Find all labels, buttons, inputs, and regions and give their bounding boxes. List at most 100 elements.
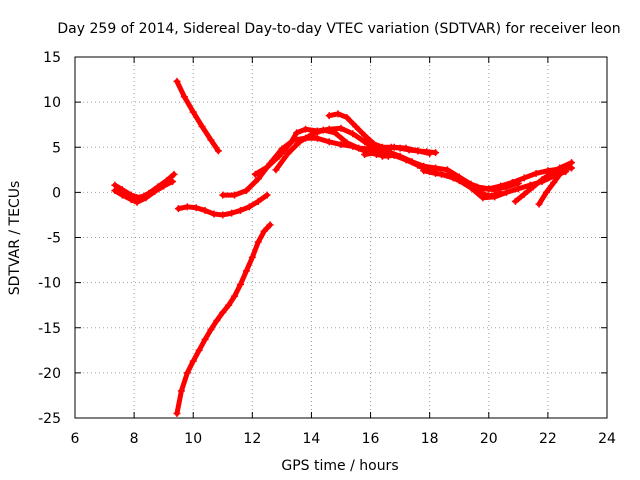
data-point xyxy=(334,110,342,118)
y-tick-label: -20 xyxy=(38,366,61,382)
data-point xyxy=(251,170,259,178)
y-tick-label: -25 xyxy=(38,411,61,427)
x-tick-label: 8 xyxy=(130,431,139,447)
x-tick-label: 20 xyxy=(480,431,498,447)
series-trace xyxy=(536,170,564,207)
data-point xyxy=(242,267,250,275)
data-point xyxy=(242,187,250,195)
data-point xyxy=(390,151,398,159)
data-point xyxy=(325,138,333,146)
data-point xyxy=(337,124,345,132)
data-point xyxy=(225,301,233,309)
series-trace xyxy=(112,179,176,205)
data-point xyxy=(127,196,135,204)
series-arc-2-left-lower xyxy=(111,178,177,206)
y-tick-label: 15 xyxy=(43,50,61,66)
data-point xyxy=(118,191,126,199)
data-point xyxy=(556,164,564,172)
axis-ticks: 6 8 10 12 14 16 18 20 22 24 -25 -20 -15 -10 -5 0 5 10 15 xyxy=(38,50,616,447)
data-point xyxy=(402,156,410,164)
data-point xyxy=(219,211,227,219)
data-point xyxy=(237,206,245,214)
y-tick-label: -15 xyxy=(38,321,61,337)
y-tick-label: -5 xyxy=(47,231,61,247)
data-point xyxy=(248,253,256,261)
data-point xyxy=(231,191,239,199)
data-point xyxy=(213,317,221,325)
data-point xyxy=(173,77,181,85)
data-point xyxy=(198,122,206,130)
x-axis-label: GPS time / hours xyxy=(281,458,398,474)
data-point xyxy=(361,150,369,158)
data-point xyxy=(183,369,191,377)
data-point xyxy=(272,166,280,174)
series-arc-14-rising-end xyxy=(511,159,576,205)
data-point xyxy=(343,139,351,147)
data-point xyxy=(307,131,315,139)
data-point xyxy=(254,175,262,183)
data-point xyxy=(557,169,565,177)
series-trace xyxy=(112,171,177,201)
series-arc-3-descending xyxy=(173,77,222,155)
data-point xyxy=(284,150,292,158)
data-point xyxy=(343,113,351,121)
data-point xyxy=(361,138,369,146)
data-point xyxy=(355,144,363,152)
data-point xyxy=(111,187,119,195)
data-point xyxy=(210,210,218,218)
x-tick-label: 24 xyxy=(598,431,616,447)
data-point xyxy=(319,126,327,134)
series-trace xyxy=(252,125,379,177)
series-arc-5-rising-steep xyxy=(173,221,274,417)
x-tick-label: 6 xyxy=(71,431,80,447)
data-point xyxy=(263,191,271,199)
data-point xyxy=(189,357,197,365)
y-tick-label: 5 xyxy=(52,140,61,156)
data-point xyxy=(169,178,177,186)
data-point xyxy=(405,146,413,154)
data-point xyxy=(260,227,268,235)
data-point xyxy=(201,335,209,343)
data-point xyxy=(568,159,576,167)
data-point xyxy=(266,221,274,229)
data-point xyxy=(387,143,395,151)
data-point xyxy=(228,209,236,217)
data-point xyxy=(414,147,422,155)
data-point xyxy=(414,161,422,169)
data-point xyxy=(174,205,182,213)
data-point xyxy=(503,188,511,196)
data-point xyxy=(296,138,304,146)
data-point xyxy=(254,238,262,246)
data-point xyxy=(550,178,558,186)
chart-title: Day 259 of 2014, Sidereal Day-to-day VTE… xyxy=(57,21,620,37)
data-point xyxy=(214,147,222,155)
data-point xyxy=(352,122,360,130)
data-point xyxy=(520,190,528,198)
data-point xyxy=(207,326,215,334)
series-trace xyxy=(174,222,273,416)
data-point xyxy=(160,182,168,190)
data-point xyxy=(511,197,519,205)
data-point xyxy=(245,203,253,211)
data-point xyxy=(302,125,310,133)
data-point xyxy=(313,134,321,142)
data-point xyxy=(479,194,487,202)
data-point xyxy=(378,152,386,160)
data-point xyxy=(231,292,239,300)
grid xyxy=(75,57,607,418)
data-point xyxy=(219,191,227,199)
x-tick-label: 18 xyxy=(421,431,439,447)
data-point xyxy=(237,280,245,288)
x-tick-label: 12 xyxy=(243,431,261,447)
data-point xyxy=(331,129,339,137)
data-point xyxy=(195,346,203,354)
data-point xyxy=(349,130,357,138)
series-arc-15-end-steep xyxy=(535,169,565,208)
data-point xyxy=(170,170,178,178)
data-point xyxy=(497,182,505,190)
data-point xyxy=(420,167,428,175)
data-point xyxy=(183,203,191,211)
data-point xyxy=(189,108,197,116)
data-point xyxy=(275,152,283,160)
